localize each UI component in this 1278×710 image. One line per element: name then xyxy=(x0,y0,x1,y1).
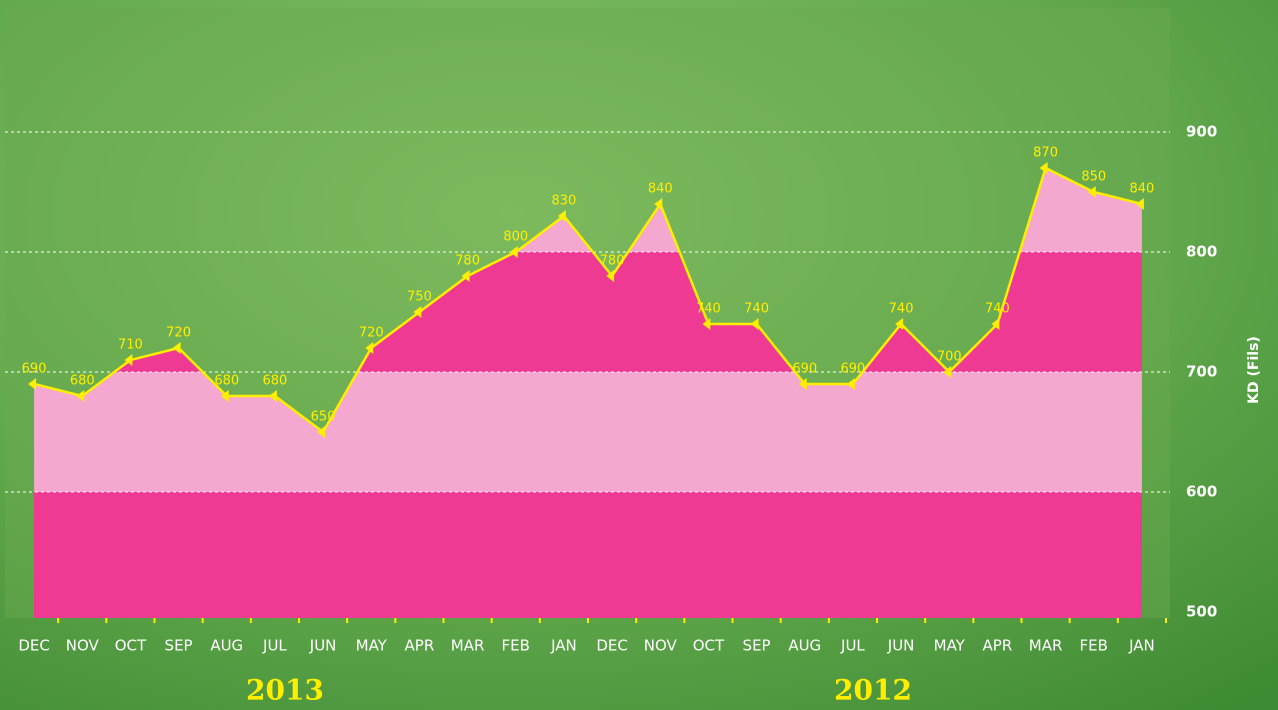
x-tick-label: FEB xyxy=(1080,637,1108,655)
x-tick-label: APR xyxy=(405,637,435,655)
data-label: 690 xyxy=(792,362,817,377)
data-label: 840 xyxy=(648,182,673,197)
data-label: 680 xyxy=(70,374,95,389)
x-tick-label: MAY xyxy=(934,637,966,655)
data-label: 710 xyxy=(118,338,143,353)
data-label: 870 xyxy=(1033,146,1058,161)
x-tick-label: NOV xyxy=(66,637,100,655)
x-tick-label: OCT xyxy=(115,637,147,655)
data-label: 690 xyxy=(841,362,866,377)
x-tick-label: AUG xyxy=(788,637,821,655)
data-label: 830 xyxy=(552,194,577,209)
x-tick-label: APR xyxy=(983,637,1013,655)
y-axis-label: KD (Fils) xyxy=(1246,336,1262,404)
x-tick-label: MAY xyxy=(356,637,388,655)
data-label: 740 xyxy=(889,302,914,317)
area-band xyxy=(5,492,1170,618)
y-tick-label: 700 xyxy=(1186,363,1217,381)
area-band xyxy=(5,372,1170,492)
data-label: 740 xyxy=(696,302,721,317)
data-label: 740 xyxy=(744,302,769,317)
data-label: 800 xyxy=(503,230,528,245)
x-tick-label: NOV xyxy=(644,637,678,655)
data-label: 680 xyxy=(214,374,239,389)
data-label: 680 xyxy=(263,374,288,389)
data-label: 690 xyxy=(22,362,47,377)
x-tick-label: MAR xyxy=(451,637,485,655)
y-tick-label: 800 xyxy=(1186,243,1217,261)
data-label: 780 xyxy=(455,254,480,269)
year-label: 2013 xyxy=(246,674,324,707)
data-label: 850 xyxy=(1081,170,1106,185)
data-label: 720 xyxy=(166,326,191,341)
x-tick-label: FEB xyxy=(502,637,530,655)
data-label: 720 xyxy=(359,326,384,341)
x-tick-label: OCT xyxy=(693,637,725,655)
data-label: 780 xyxy=(600,254,625,269)
x-tick-label: JUL xyxy=(262,637,287,655)
x-tick-label: JAN xyxy=(550,637,577,655)
year-label: 2012 xyxy=(834,674,912,707)
y-tick-label: 500 xyxy=(1186,603,1217,621)
y-tick-label: 600 xyxy=(1186,483,1217,501)
data-label: 650 xyxy=(311,410,336,425)
x-tick-label: JUN xyxy=(309,637,337,655)
x-tick-label: JUL xyxy=(840,637,865,655)
x-tick-label: AUG xyxy=(210,637,243,655)
x-tick-label: JUN xyxy=(887,637,915,655)
data-label: 740 xyxy=(985,302,1010,317)
data-label: 700 xyxy=(937,350,962,365)
x-tick-label: JAN xyxy=(1128,637,1155,655)
x-tick-label: MAR xyxy=(1029,637,1063,655)
chart: KD (Fils) 2013 2012 500 600 700 800 900 690 68… xyxy=(0,0,1278,710)
x-tick-label: SEP xyxy=(743,637,771,655)
x-tick-label: DEC xyxy=(596,637,628,655)
data-label: 840 xyxy=(1130,182,1155,197)
x-tick-label: DEC xyxy=(18,637,50,655)
y-tick-label: 900 xyxy=(1186,123,1217,141)
data-label: 750 xyxy=(407,290,432,305)
x-tick-label: SEP xyxy=(165,637,193,655)
